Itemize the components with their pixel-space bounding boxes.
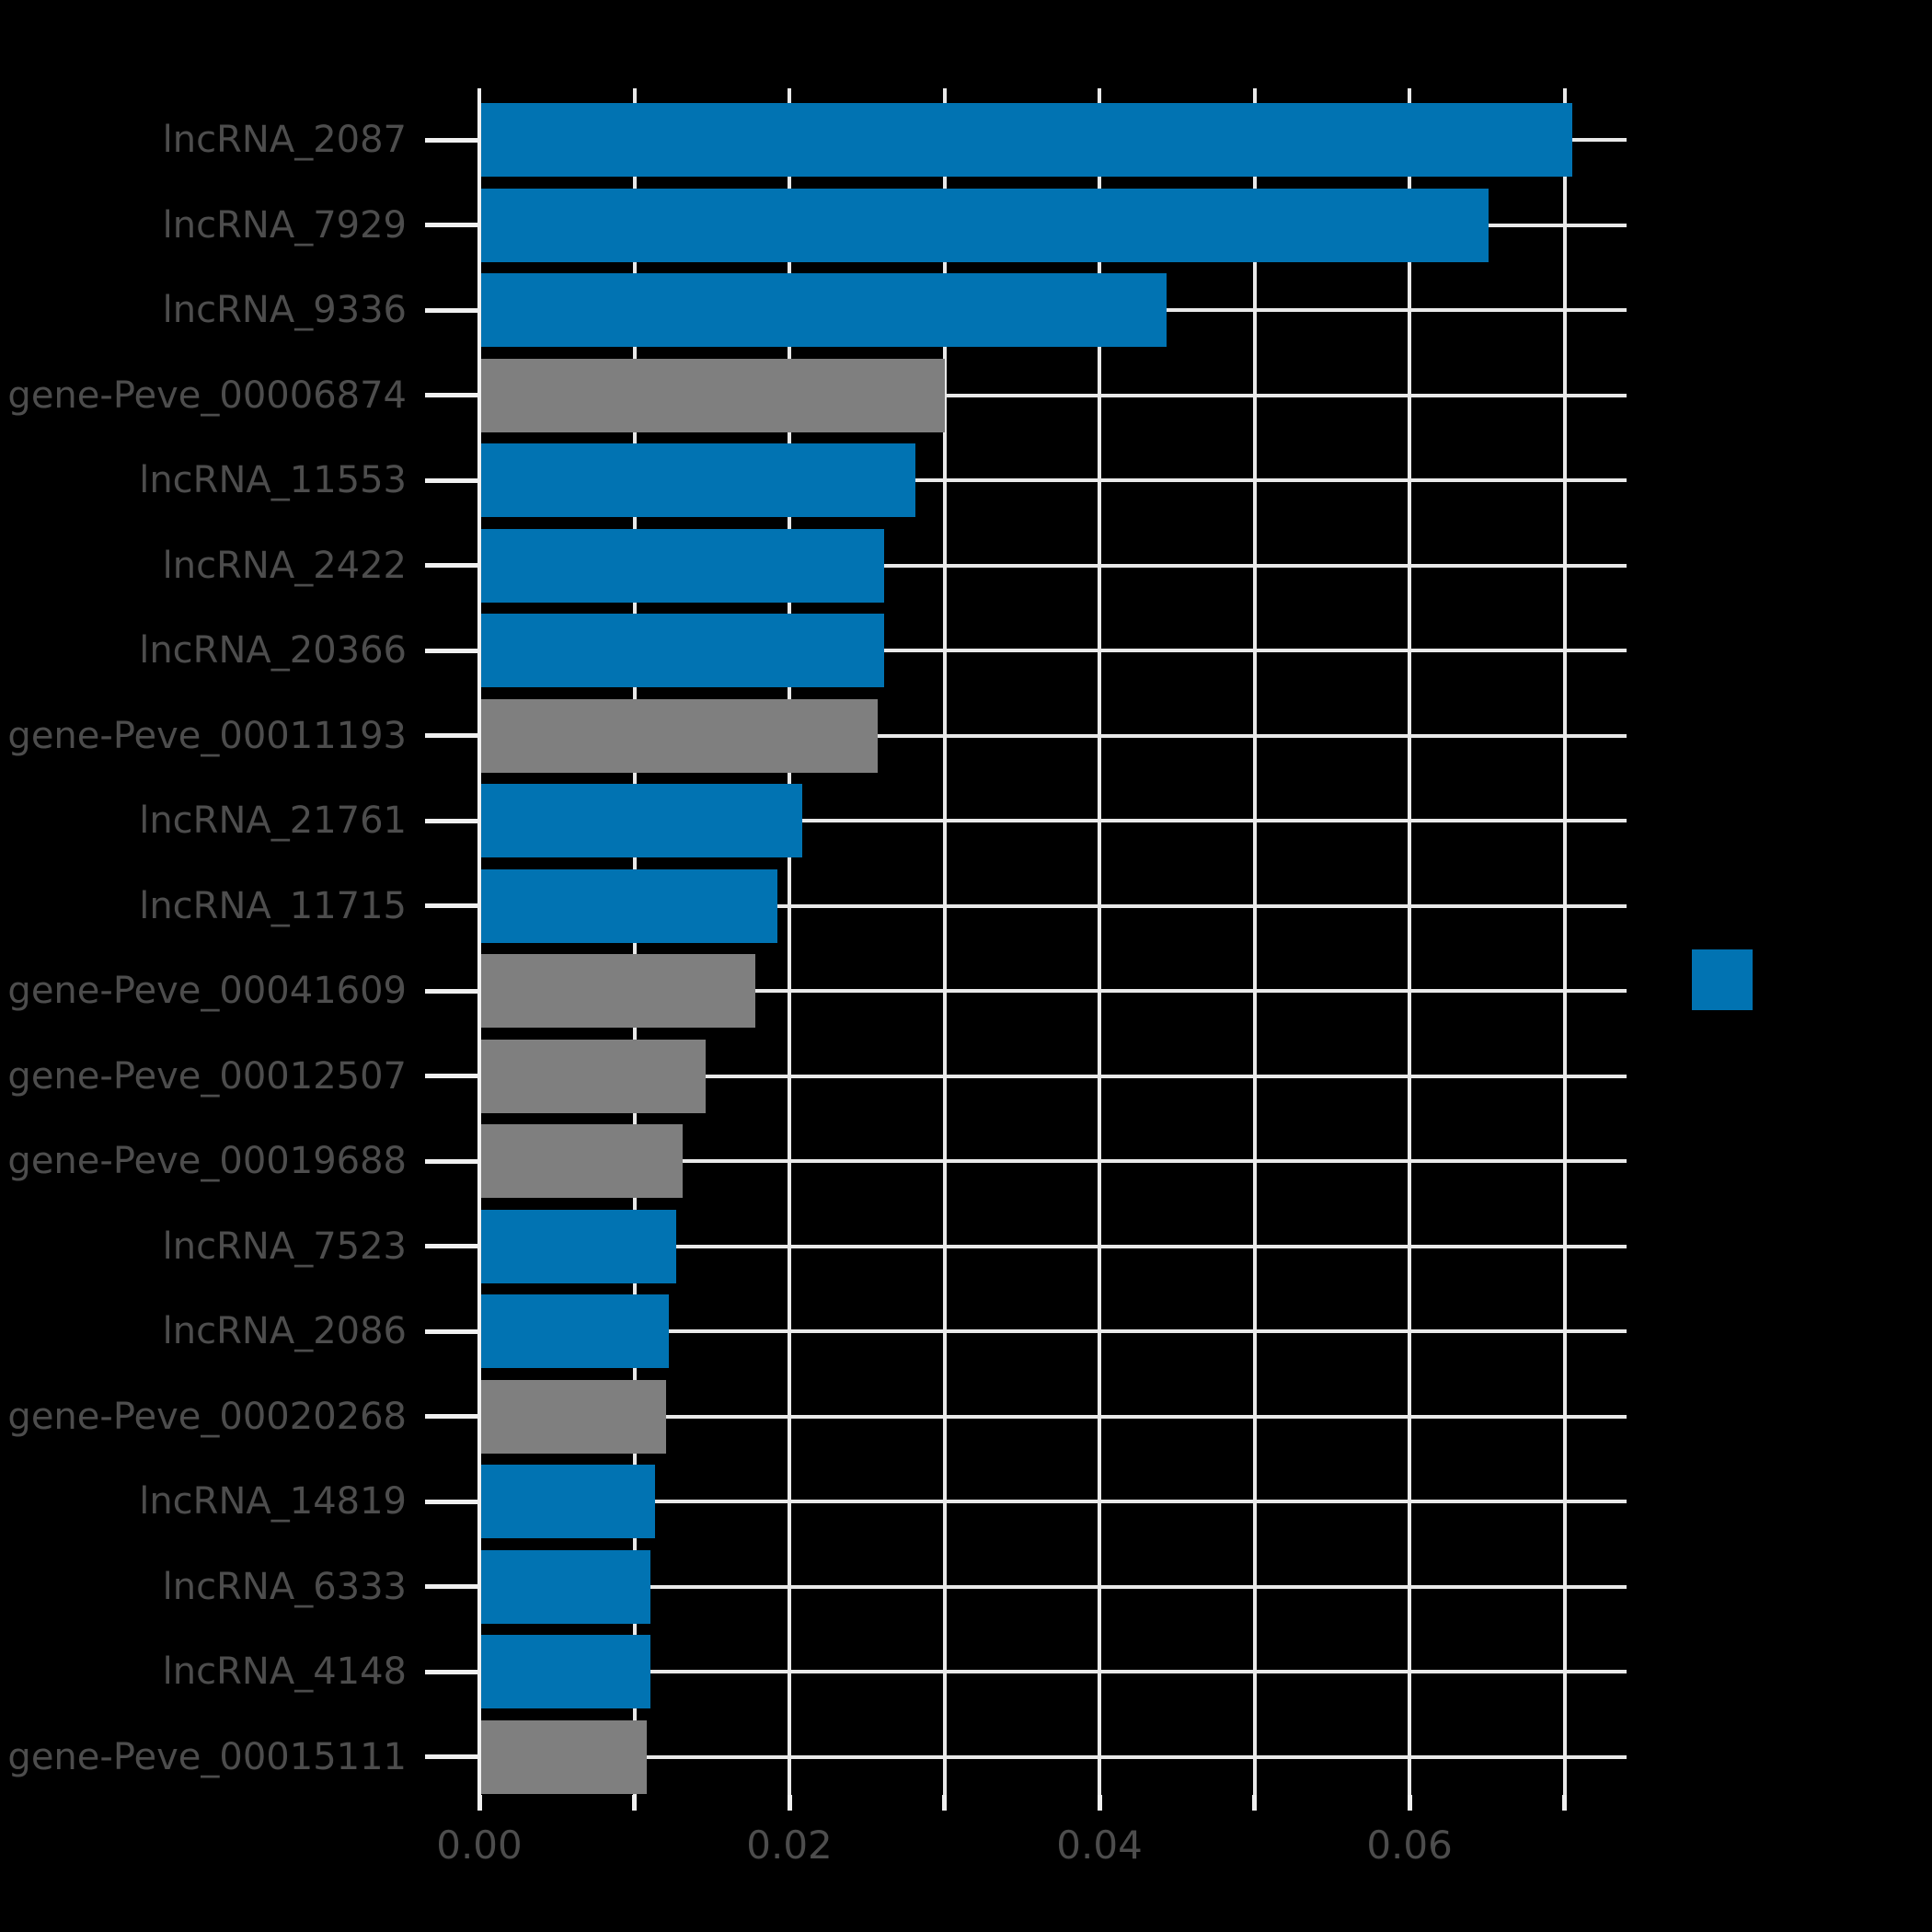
y-tick-label: lncRNA_21761 xyxy=(139,799,407,843)
y-gridline xyxy=(479,1159,1627,1164)
y-tick xyxy=(425,1328,477,1334)
bar-lncRNA_2086 xyxy=(481,1294,669,1369)
x-gridline xyxy=(1252,88,1257,1795)
bar-lncRNA_11553 xyxy=(481,443,915,518)
y-tick xyxy=(425,1074,477,1079)
bar-lncRNA_2087 xyxy=(481,103,1573,177)
y-tick-label: gene-Peve_00041609 xyxy=(7,970,407,1013)
y-tick-label: lncRNA_2087 xyxy=(162,119,407,161)
x-gridline xyxy=(1408,88,1412,1795)
y-tick-label: lncRNA_9336 xyxy=(162,289,407,332)
bar-lncRNA_7929 xyxy=(481,188,1489,262)
bar-lncRNA_7523 xyxy=(481,1209,677,1283)
y-gridline xyxy=(479,1329,1627,1334)
bar-gene-Peve_00015111 xyxy=(481,1719,648,1794)
y-tick xyxy=(425,1584,477,1590)
y-tick xyxy=(425,903,477,909)
y-tick-label: lncRNA_11553 xyxy=(139,459,407,502)
x-tick xyxy=(942,1795,948,1811)
y-tick-label: lncRNA_20366 xyxy=(139,629,407,673)
y-tick xyxy=(425,1754,477,1760)
x-tick xyxy=(1562,1795,1568,1811)
y-tick xyxy=(425,733,477,739)
x-gridline xyxy=(942,88,947,1795)
x-tick-label: 0.00 xyxy=(436,1823,523,1868)
y-tick-label: lncRNA_7929 xyxy=(162,203,407,247)
y-gridline xyxy=(479,1670,1627,1674)
x-tick xyxy=(1407,1795,1412,1811)
y-tick-label: lncRNA_2422 xyxy=(162,544,407,587)
y-tick xyxy=(425,818,477,823)
plot-area xyxy=(479,88,1627,1795)
y-tick-label: lncRNA_7523 xyxy=(162,1225,407,1268)
y-tick-label: lncRNA_2086 xyxy=(162,1310,407,1353)
x-tick xyxy=(1097,1795,1102,1811)
x-tick xyxy=(632,1795,637,1811)
y-tick xyxy=(425,1499,477,1504)
bar-lncRNA_14819 xyxy=(481,1465,655,1539)
y-tick-label: lncRNA_11715 xyxy=(139,884,407,927)
y-tick xyxy=(425,1158,477,1164)
x-tick-label: 0.04 xyxy=(1056,1823,1143,1868)
bar-lncRNA_21761 xyxy=(481,784,802,858)
bar-gene-Peve_00011193 xyxy=(481,698,879,773)
y-gridline xyxy=(479,1074,1627,1078)
x-tick xyxy=(1252,1795,1258,1811)
x-tick xyxy=(787,1795,792,1811)
y-tick-label: gene-Peve_00011193 xyxy=(7,714,407,757)
y-gridline xyxy=(479,903,1627,908)
bar-lncRNA_9336 xyxy=(481,273,1167,348)
y-gridline xyxy=(479,563,1627,568)
y-tick xyxy=(425,1414,477,1420)
y-tick xyxy=(425,648,477,653)
y-gridline xyxy=(479,989,1627,994)
bar-gene-Peve_00020268 xyxy=(481,1379,666,1454)
y-gridline xyxy=(479,1500,1627,1504)
y-tick xyxy=(425,988,477,994)
y-tick-label: gene-Peve_00015111 xyxy=(7,1735,407,1778)
y-tick xyxy=(425,1244,477,1249)
y-gridline xyxy=(479,819,1627,823)
y-tick-label: lncRNA_6333 xyxy=(162,1565,407,1608)
y-tick-label: gene-Peve_00020268 xyxy=(7,1395,407,1438)
x-gridline xyxy=(1562,88,1567,1795)
y-gridline xyxy=(479,649,1627,653)
y-gridline xyxy=(479,1244,1627,1248)
y-tick xyxy=(425,563,477,569)
bar-lncRNA_6333 xyxy=(481,1549,650,1624)
x-tick-label: 0.06 xyxy=(1366,1823,1453,1868)
y-tick xyxy=(425,137,477,143)
y-gridline xyxy=(479,1754,1627,1759)
y-tick-label: gene-Peve_00006874 xyxy=(7,374,407,417)
bar-gene-Peve_00019688 xyxy=(481,1124,684,1199)
x-gridline xyxy=(1098,88,1102,1795)
y-tick-label: gene-Peve_00019688 xyxy=(7,1140,407,1183)
y-gridline xyxy=(479,1584,1627,1589)
x-tick-label: 0.02 xyxy=(746,1823,833,1868)
y-gridline xyxy=(479,478,1627,483)
bar-lncRNA_4148 xyxy=(481,1635,650,1709)
bar-gene-Peve_00006874 xyxy=(481,358,945,432)
y-axis-spine xyxy=(477,88,481,1795)
bar-lncRNA_11715 xyxy=(481,868,777,943)
y-tick xyxy=(425,477,477,483)
y-tick-label: lncRNA_14819 xyxy=(139,1480,407,1524)
y-tick xyxy=(425,223,477,227)
y-tick-label: gene-Peve_00012507 xyxy=(7,1054,407,1098)
y-tick xyxy=(425,1669,477,1674)
legend-swatch xyxy=(1692,949,1753,1010)
y-tick xyxy=(425,393,477,398)
bar-gene-Peve_00041609 xyxy=(481,954,756,1029)
y-tick xyxy=(425,307,477,313)
y-gridline xyxy=(479,393,1627,397)
y-tick-label: lncRNA_4148 xyxy=(162,1650,407,1694)
bar-lncRNA_20366 xyxy=(481,614,885,688)
bar-gene-Peve_00012507 xyxy=(481,1039,707,1113)
x-gridline xyxy=(788,88,792,1795)
y-gridline xyxy=(479,1414,1627,1419)
x-tick xyxy=(477,1795,482,1811)
y-gridline xyxy=(479,733,1627,738)
bar-lncRNA_2422 xyxy=(481,528,885,603)
